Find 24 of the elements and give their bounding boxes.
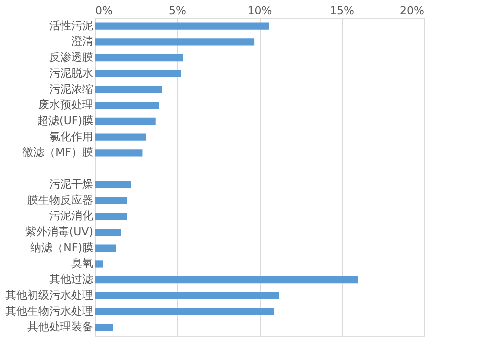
- y-tick-label: 反渗透膜: [50, 51, 94, 64]
- y-tick-label: 纳滤（NF)膜: [30, 241, 94, 254]
- x-tick-label: 20%: [400, 4, 424, 18]
- y-tick-label: 其他处理装备: [28, 320, 94, 334]
- y-tick-label: 污泥消化: [50, 210, 94, 223]
- x-tick-label: 10%: [248, 4, 272, 18]
- x-tick-label: 0%: [96, 4, 113, 18]
- y-tick-label: 污泥干燥: [50, 178, 94, 191]
- y-tick-label: 紫外消毒(UV): [25, 226, 94, 239]
- y-tick-label: 污泥浓缩: [50, 82, 94, 96]
- y-tick-label: 臭氧: [72, 257, 94, 270]
- y-tick-label: 其他初级污水处理: [6, 288, 94, 302]
- y-tick-label: 超滤(UF)膜: [38, 114, 94, 128]
- y-tick-label: 澄清: [72, 35, 94, 48]
- y-tick-label: 活性污泥: [50, 19, 94, 32]
- y-tick-label: 氯化作用: [50, 130, 94, 144]
- y-tick-label: 其他过滤: [50, 273, 94, 286]
- x-tick-label: 5%: [169, 4, 186, 18]
- y-tick-label: 微滤（MF）膜: [22, 146, 94, 160]
- y-tick-label: 其他生物污水处理: [6, 304, 94, 318]
- y-tick-label: 污泥脱水: [50, 66, 94, 80]
- y-tick-label: 废水预处理: [38, 98, 94, 112]
- x-tick-label: 15%: [330, 4, 354, 18]
- y-tick-label: 膜生物反应器: [28, 194, 94, 207]
